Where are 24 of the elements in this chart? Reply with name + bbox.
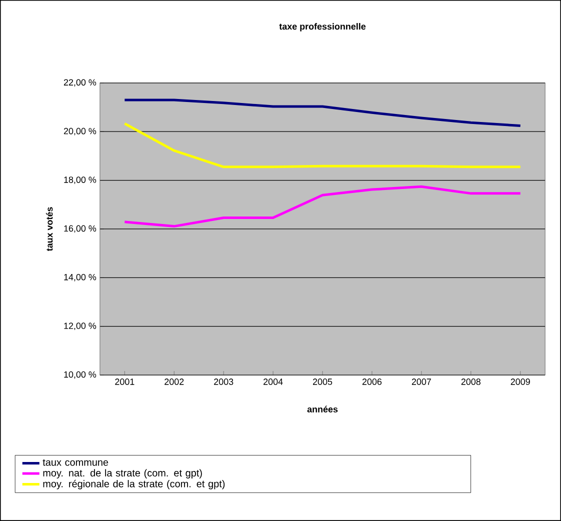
y-tick-label: 12,00 % <box>64 322 96 330</box>
y-axis-title: taux votés <box>46 207 53 252</box>
y-tick-label: 16,00 % <box>64 225 96 233</box>
x-tick-label: 2009 <box>510 378 530 385</box>
x-tick-label: 2007 <box>412 378 431 385</box>
x-tick-label: 2001 <box>115 378 134 385</box>
y-tick-label: 20,00 % <box>64 128 96 136</box>
x-tick-label: 2008 <box>461 378 480 385</box>
x-tick-label: 2006 <box>362 378 382 385</box>
legend-label: moy. nat. de la strate (com. et gpt) <box>43 469 202 478</box>
legend-label: moy. régionale de la strate (com. et gpt) <box>43 480 225 490</box>
x-tick-label: 2005 <box>312 378 332 385</box>
line-series <box>123 185 522 228</box>
x-axis-title: années <box>307 406 338 412</box>
x-tick-label: 2004 <box>264 378 283 385</box>
chart-title: taxe professionnelle <box>279 23 366 32</box>
line-series <box>123 98 522 128</box>
y-tick-label: 10,00 % <box>64 371 96 379</box>
legend-label: taux commune <box>42 459 108 466</box>
y-tick-label: 22,00 % <box>64 79 96 87</box>
y-tick-label: 14,00 % <box>64 274 96 282</box>
y-tick-label: 18,00 % <box>64 176 96 184</box>
x-tick-label: 2003 <box>214 378 234 385</box>
x-tick-label: 2002 <box>164 378 184 385</box>
